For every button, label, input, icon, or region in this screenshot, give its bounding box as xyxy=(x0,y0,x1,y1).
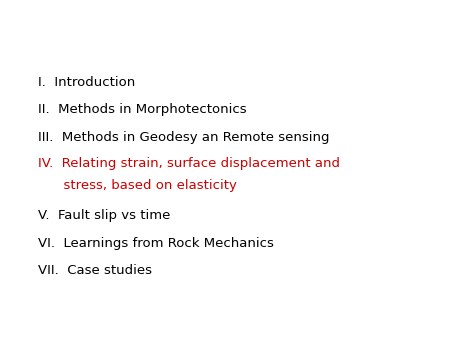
Text: VII.  Case studies: VII. Case studies xyxy=(38,264,152,276)
Text: V.  Fault slip vs time: V. Fault slip vs time xyxy=(38,210,171,222)
Text: II.  Methods in Morphotectonics: II. Methods in Morphotectonics xyxy=(38,103,247,117)
Text: stress, based on elasticity: stress, based on elasticity xyxy=(38,179,237,193)
Text: I.  Introduction: I. Introduction xyxy=(38,76,135,90)
Text: IV.  Relating strain, surface displacement and: IV. Relating strain, surface displacemen… xyxy=(38,158,340,170)
Text: III.  Methods in Geodesy an Remote sensing: III. Methods in Geodesy an Remote sensin… xyxy=(38,130,329,144)
Text: VI.  Learnings from Rock Mechanics: VI. Learnings from Rock Mechanics xyxy=(38,237,274,249)
